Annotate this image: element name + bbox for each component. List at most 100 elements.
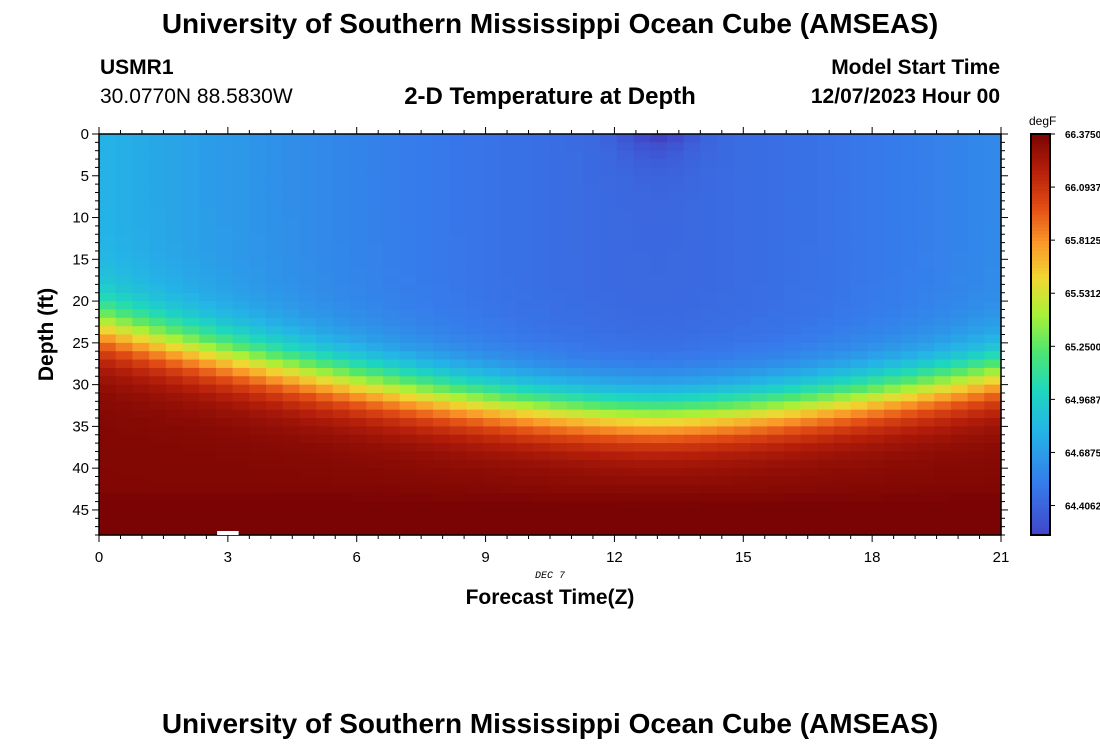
- heatmap-cell: [683, 518, 701, 528]
- heatmap-cell: [165, 359, 184, 369]
- heatmap-cell: [199, 150, 217, 160]
- heatmap-cell: [717, 384, 735, 394]
- heatmap-cell: [466, 184, 484, 194]
- heatmap-cell: [616, 359, 635, 369]
- heatmap-cell: [366, 250, 384, 260]
- heatmap-cell: [266, 292, 284, 302]
- heatmap-cell: [132, 384, 150, 394]
- heatmap-cell: [633, 526, 651, 536]
- heatmap-cell: [349, 234, 367, 244]
- heatmap-cell: [165, 326, 184, 336]
- heatmap-cell: [717, 451, 735, 461]
- heatmap-cell: [199, 392, 217, 402]
- heatmap-cell: [316, 142, 334, 152]
- heatmap-cell: [249, 426, 267, 436]
- heatmap-cell: [717, 284, 735, 294]
- heatmap-cell: [984, 242, 1002, 252]
- heatmap-cell: [984, 250, 1002, 260]
- heatmap-cell: [132, 259, 150, 269]
- heatmap-cell: [516, 242, 534, 252]
- heatmap-cell: [533, 200, 551, 210]
- heatmap-cell: [182, 292, 200, 302]
- heatmap-cell: [533, 501, 551, 511]
- heatmap-cell: [349, 175, 367, 185]
- heatmap-cell: [950, 267, 969, 277]
- station-coordinates: 30.0770N 88.5830W: [100, 85, 293, 108]
- heatmap-cell: [800, 451, 818, 461]
- heatmap-cell: [249, 501, 267, 511]
- colorbar-segment: [1031, 471, 1050, 476]
- heatmap-cell: [316, 225, 334, 235]
- heatmap-cell: [316, 334, 334, 344]
- heatmap-cell: [683, 159, 701, 169]
- colorbar-tick-label: 64.4062: [1065, 502, 1100, 513]
- heatmap-cell: [416, 134, 434, 143]
- heatmap-cell: [650, 409, 668, 419]
- heatmap-cell: [700, 209, 718, 219]
- heatmap-cell: [349, 434, 367, 444]
- heatmap-cell: [499, 309, 518, 319]
- heatmap-cell: [366, 200, 384, 210]
- heatmap-cell: [833, 367, 852, 377]
- heatmap-cell: [867, 192, 885, 202]
- heatmap-cell: [767, 259, 785, 269]
- heatmap-cell: [533, 192, 551, 202]
- heatmap-cell: [616, 392, 635, 402]
- heatmap-cell: [967, 443, 985, 453]
- heatmap-cell: [783, 184, 802, 194]
- heatmap-cell: [449, 209, 468, 219]
- heatmap-cell: [600, 392, 618, 402]
- heatmap-cell: [99, 309, 117, 319]
- heatmap-cell: [165, 468, 184, 478]
- heatmap-cell: [349, 451, 367, 461]
- heatmap-cell: [900, 334, 919, 344]
- heatmap-cell: [416, 518, 434, 528]
- heatmap-cell: [767, 526, 785, 536]
- heatmap-cell: [182, 134, 200, 143]
- heatmap-cell: [616, 384, 635, 394]
- heatmap-cell: [600, 451, 618, 461]
- heatmap-cell: [382, 167, 401, 177]
- heatmap-cell: [833, 418, 852, 427]
- heatmap-cell: [633, 367, 651, 377]
- heatmap-cell: [767, 209, 785, 219]
- heatmap-cell: [917, 200, 935, 210]
- heatmap-cell: [750, 384, 768, 394]
- heatmap-cell: [299, 192, 317, 202]
- heatmap-cell: [583, 276, 601, 285]
- heatmap-cell: [115, 359, 133, 369]
- heatmap-cell: [767, 292, 785, 302]
- heatmap-cell: [650, 434, 668, 444]
- heatmap-cell: [800, 501, 818, 511]
- heatmap-cell: [366, 476, 384, 486]
- heatmap-cell: [850, 242, 868, 252]
- colorbar-segment: [1031, 134, 1050, 138]
- heatmap-cell: [984, 518, 1002, 528]
- heatmap-cell: [650, 376, 668, 386]
- y-tick-label: 20: [72, 293, 89, 310]
- heatmap-cell: [399, 484, 417, 494]
- heatmap-cell: [199, 209, 217, 219]
- heatmap-cell: [884, 276, 902, 285]
- heatmap-cell: [700, 518, 718, 528]
- heatmap-cell: [282, 292, 301, 302]
- heatmap-cell: [833, 359, 852, 369]
- heatmap-cell: [984, 234, 1002, 244]
- heatmap-cell: [316, 159, 334, 169]
- heatmap-cell: [199, 476, 217, 486]
- heatmap-cell: [533, 276, 551, 285]
- heatmap-cell: [416, 418, 434, 427]
- heatmap-cell: [783, 134, 802, 143]
- heatmap-cell: [817, 259, 835, 269]
- heatmap-cell: [449, 518, 468, 528]
- heatmap-cell: [884, 351, 902, 361]
- heatmap-cell: [566, 167, 584, 177]
- heatmap-cell: [817, 309, 835, 319]
- heatmap-cell: [249, 192, 267, 202]
- heatmap-cell: [499, 326, 518, 336]
- heatmap-cell: [299, 451, 317, 461]
- heatmap-cell: [249, 351, 267, 361]
- heatmap-cell: [416, 225, 434, 235]
- heatmap-cell: [466, 418, 484, 427]
- heatmap-cell: [332, 367, 351, 377]
